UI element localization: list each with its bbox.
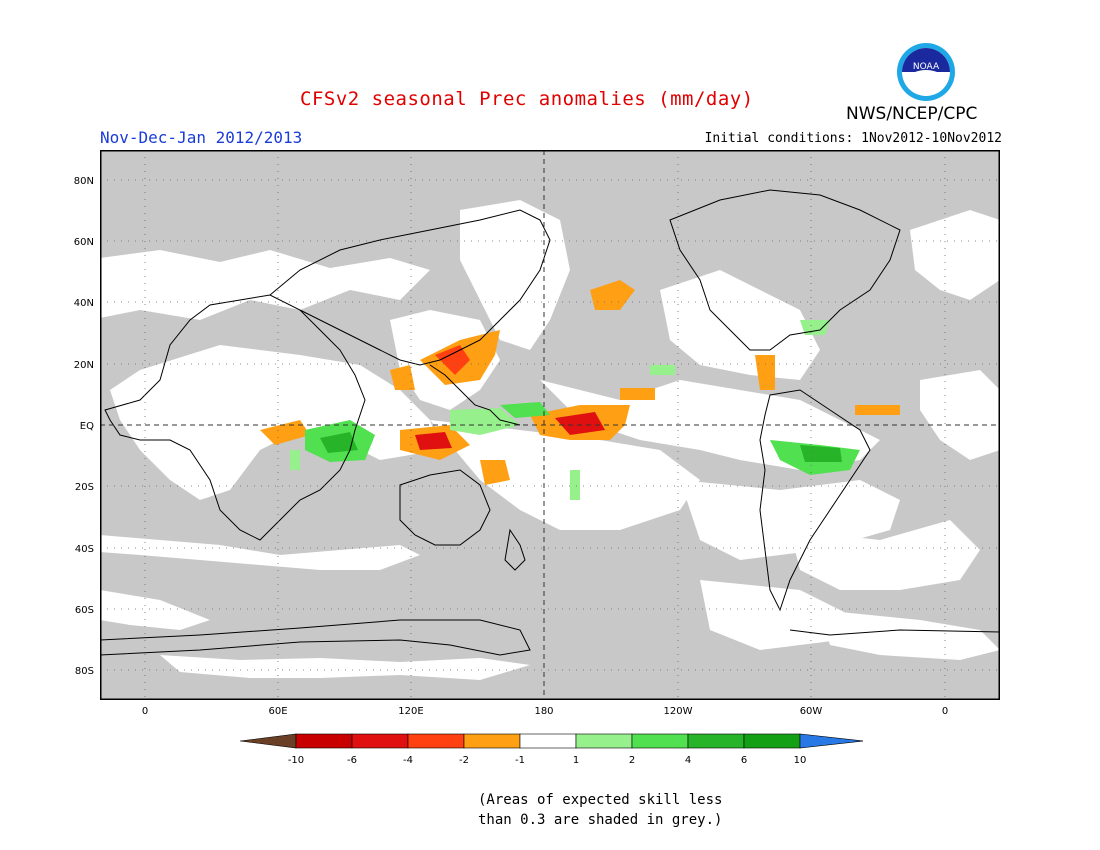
lon-label: 60W (800, 706, 823, 717)
lat-label: 20S (75, 482, 94, 493)
organization-label: NWS/NCEP/CPC (846, 104, 978, 124)
lon-axis: 0 60E 120E 180 120W 60W 0 (142, 706, 948, 717)
colorbar-swatch (519, 733, 577, 749)
colorbar-tick-label: 1 (573, 755, 579, 766)
chart-title: CFSv2 seasonal Prec anomalies (mm/day) (300, 88, 754, 110)
colorbar: -10 -6 -4 -2 -1 1 2 4 6 10 (239, 733, 863, 766)
footnote-line2: than 0.3 are shaded in grey.) (478, 812, 723, 828)
neutral-regions (100, 200, 1000, 680)
coastlines (100, 189, 1000, 656)
lat-label: 40N (74, 298, 94, 309)
lon-label: 60E (268, 706, 287, 717)
lon-label: 120E (398, 706, 423, 717)
colorbar-tick-label: 2 (629, 755, 635, 766)
anomaly-map (100, 150, 1000, 700)
colorbar-tick-label: 4 (685, 755, 691, 766)
lat-label: EQ (80, 421, 94, 432)
noaa-logo-text: NOAA (913, 62, 940, 72)
colorbar-tick-label: -10 (288, 755, 304, 766)
colorbar-tick-label: -6 (347, 755, 357, 766)
lat-label: 60S (75, 605, 94, 616)
colorbar-swatch (575, 733, 633, 749)
colorbar-tick-label: -1 (515, 755, 525, 766)
lat-label: 40S (75, 544, 94, 555)
colorbar-swatch (351, 733, 409, 749)
colorbar-arrow-high (799, 733, 863, 749)
lat-label: 80S (75, 666, 94, 677)
initial-conditions: Initial conditions: 1Nov2012-10Nov2012 (704, 131, 1002, 146)
colorbar-swatch (743, 733, 801, 749)
colorbar-tick-label: -4 (403, 755, 413, 766)
forecast-period: Nov-Dec-Jan 2012/2013 (100, 128, 303, 147)
lon-label: 180 (534, 706, 553, 717)
colorbar-tick-label: -2 (459, 755, 469, 766)
footnote-line1: (Areas of expected skill less (478, 792, 723, 808)
noaa-logo: NOAA (897, 43, 955, 101)
gridlines (100, 150, 1000, 700)
lon-label: 0 (942, 706, 948, 717)
lat-label: 80N (74, 176, 94, 187)
colorbar-swatch (295, 733, 353, 749)
lat-label: 20N (74, 360, 94, 371)
footnote: (Areas of expected skill less than 0.3 a… (478, 790, 722, 830)
colorbar-swatch (631, 733, 689, 749)
colorbar-swatch (463, 733, 521, 749)
colorbar-tick-label: 6 (741, 755, 747, 766)
lat-label: 60N (74, 237, 94, 248)
equator-and-dateline (100, 150, 1000, 700)
colorbar-tick-label: 10 (794, 755, 807, 766)
map-frame (100, 150, 1000, 700)
lon-label: 0 (142, 706, 148, 717)
colorbar-arrow-low (239, 733, 297, 749)
colorbar-swatch (407, 733, 465, 749)
lon-label: 120W (664, 706, 693, 717)
wet-anomalies (290, 320, 860, 500)
lat-axis: 80N 60N 40N 20N EQ 20S 40S 60S 80S (74, 176, 94, 677)
colorbar-swatch (687, 733, 745, 749)
